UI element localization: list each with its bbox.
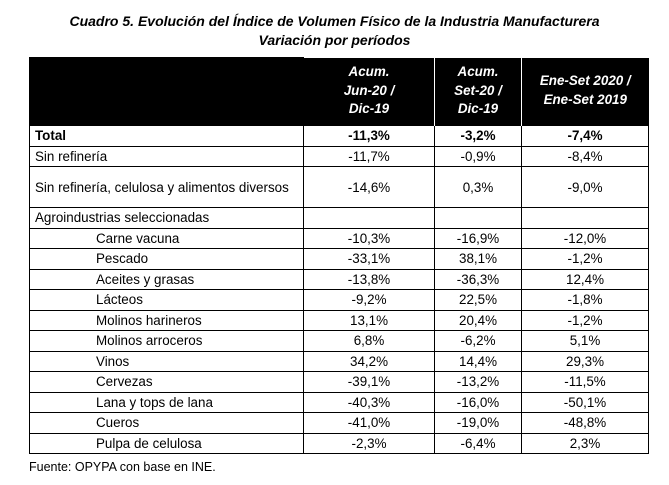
header-col-set: Acum. Set-20 / Dic-19 bbox=[434, 57, 522, 126]
row-value-ene-set: -7,4% bbox=[521, 125, 649, 147]
row-value-jun: 6,8% bbox=[303, 330, 435, 352]
row-label: Molinos arroceros bbox=[29, 330, 304, 352]
row-value-ene-set: -8,4% bbox=[521, 145, 649, 167]
data-table: Acum. Jun-20 / Dic-19 Acum. Set-20 / Dic… bbox=[29, 57, 649, 454]
row-value-ene-set: 29,3% bbox=[521, 350, 649, 372]
row-value-jun: -13,8% bbox=[303, 268, 435, 290]
row-value-ene-set: -48,8% bbox=[521, 412, 649, 434]
row-value-ene-set: -50,1% bbox=[521, 391, 649, 413]
row-value-set: -6,4% bbox=[434, 432, 522, 454]
row-label: Sin refinería bbox=[29, 145, 304, 167]
row-value-set: -6,2% bbox=[434, 330, 522, 352]
row-value-set: -19,0% bbox=[434, 412, 522, 434]
table-row: Vinos 34,2% 14,4% 29,3% bbox=[29, 350, 649, 372]
row-value-jun: 13,1% bbox=[303, 309, 435, 331]
source-note: Fuente: OPYPA con base en INE. bbox=[29, 460, 216, 474]
row-value-set: -16,9% bbox=[434, 227, 522, 249]
row-value-ene-set: -9,0% bbox=[521, 166, 649, 208]
row-value-ene-set bbox=[521, 207, 649, 229]
row-value-set: -16,0% bbox=[434, 391, 522, 413]
row-value-set: -3,2% bbox=[434, 125, 522, 147]
row-value-jun: -14,6% bbox=[303, 166, 435, 208]
header-row: Acum. Jun-20 / Dic-19 Acum. Set-20 / Dic… bbox=[29, 57, 649, 126]
row-value-set: 22,5% bbox=[434, 289, 522, 311]
header-col-ene-set: Ene-Set 2020 / Ene-Set 2019 bbox=[521, 57, 649, 126]
row-value-set: -13,2% bbox=[434, 371, 522, 393]
header-col-ene-set-line1: Ene-Set 2020 / bbox=[539, 73, 631, 89]
row-value-ene-set: -1,8% bbox=[521, 289, 649, 311]
header-col-jun-line2: Jun-20 / bbox=[343, 82, 395, 98]
header-col-jun-line1: Acum. bbox=[348, 64, 390, 79]
table-row: Molinos arroceros 6,8% -6,2% 5,1% bbox=[29, 330, 649, 352]
row-label: Pulpa de celulosa bbox=[29, 432, 304, 454]
row-label: Cervezas bbox=[29, 371, 304, 393]
row-label: Pescado bbox=[29, 248, 304, 270]
row-value-set bbox=[434, 207, 522, 229]
header-col-jun-line3: Dic-19 bbox=[348, 101, 390, 116]
row-value-set: -36,3% bbox=[434, 268, 522, 290]
row-label: Aceites y grasas bbox=[29, 268, 304, 290]
header-col-label bbox=[29, 57, 304, 126]
row-value-jun: -10,3% bbox=[303, 227, 435, 249]
header-col-set-line1: Acum. bbox=[457, 64, 499, 79]
table-row: Aceites y grasas -13,8% -36,3% 12,4% bbox=[29, 268, 649, 290]
row-value-jun bbox=[303, 207, 435, 229]
row-label: Sin refinería, celulosa y alimentos dive… bbox=[29, 166, 304, 208]
table-row-total: Total -11,3% -3,2% -7,4% bbox=[29, 125, 649, 147]
table-subtitle: Variación por períodos bbox=[258, 32, 411, 48]
table-row: Lana y tops de lana -40,3% -16,0% -50,1% bbox=[29, 391, 649, 413]
row-label: Lana y tops de lana bbox=[29, 391, 304, 413]
row-label: Agroindustrias seleccionadas bbox=[29, 207, 304, 229]
header-col-jun: Acum. Jun-20 / Dic-19 bbox=[303, 57, 435, 126]
row-value-ene-set: 5,1% bbox=[521, 330, 649, 352]
row-value-jun: -11,7% bbox=[303, 145, 435, 167]
row-value-ene-set: -11,5% bbox=[521, 371, 649, 393]
row-value-jun: -2,3% bbox=[303, 432, 435, 454]
row-label: Carne vacuna bbox=[29, 227, 304, 249]
header-col-set-line2: Set-20 / bbox=[454, 82, 502, 98]
header-col-ene-set-line2: Ene-Set 2019 bbox=[543, 91, 627, 107]
row-value-set: 14,4% bbox=[434, 350, 522, 372]
table-row: Pulpa de celulosa -2,3% -6,4% 2,3% bbox=[29, 432, 649, 454]
row-value-set: -0,9% bbox=[434, 145, 522, 167]
table-row: Cueros -41,0% -19,0% -48,8% bbox=[29, 412, 649, 434]
row-label: Molinos harineros bbox=[29, 309, 304, 331]
header-col-set-line3: Dic-19 bbox=[457, 101, 499, 116]
row-value-ene-set: 12,4% bbox=[521, 268, 649, 290]
row-value-ene-set: -1,2% bbox=[521, 248, 649, 270]
row-value-jun: -11,3% bbox=[303, 125, 435, 147]
row-value-ene-set: -12,0% bbox=[521, 227, 649, 249]
table-row: Lácteos -9,2% 22,5% -1,8% bbox=[29, 289, 649, 311]
row-label: Cueros bbox=[29, 412, 304, 434]
row-value-jun: -9,2% bbox=[303, 289, 435, 311]
row-label: Total bbox=[29, 125, 304, 147]
row-value-jun: -39,1% bbox=[303, 371, 435, 393]
table-row: Sin refinería, celulosa y alimentos dive… bbox=[29, 166, 649, 208]
table-row: Pescado -33,1% 38,1% -1,2% bbox=[29, 248, 649, 270]
row-value-jun: 34,2% bbox=[303, 350, 435, 372]
row-value-ene-set: 2,3% bbox=[521, 432, 649, 454]
row-label: Lácteos bbox=[29, 289, 304, 311]
table-title: Cuadro 5. Evolución del Índice de Volume… bbox=[69, 13, 600, 29]
row-value-jun: -33,1% bbox=[303, 248, 435, 270]
row-value-jun: -41,0% bbox=[303, 412, 435, 434]
table-row: Carne vacuna -10,3% -16,9% -12,0% bbox=[29, 227, 649, 249]
row-value-set: 0,3% bbox=[434, 166, 522, 208]
table-row: Molinos harineros 13,1% 20,4% -1,2% bbox=[29, 309, 649, 331]
row-label: Vinos bbox=[29, 350, 304, 372]
table-row-group-header: Agroindustrias seleccionadas bbox=[29, 207, 649, 229]
row-value-set: 38,1% bbox=[434, 248, 522, 270]
row-value-jun: -40,3% bbox=[303, 391, 435, 413]
row-value-ene-set: -1,2% bbox=[521, 309, 649, 331]
table-row: Cervezas -39,1% -13,2% -11,5% bbox=[29, 371, 649, 393]
row-value-set: 20,4% bbox=[434, 309, 522, 331]
table-row: Sin refinería -11,7% -0,9% -8,4% bbox=[29, 145, 649, 167]
